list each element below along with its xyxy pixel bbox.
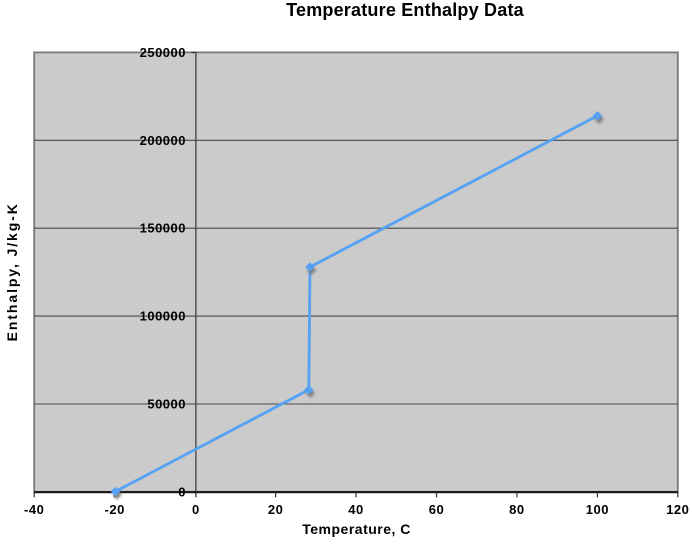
- svg-text:Enthalpy, J/kg-K: Enthalpy, J/kg-K: [4, 202, 20, 341]
- svg-text:100000: 100000: [140, 309, 186, 324]
- svg-text:150000: 150000: [140, 221, 186, 236]
- svg-text:50000: 50000: [147, 397, 186, 412]
- svg-text:-40: -40: [24, 502, 44, 517]
- svg-text:100: 100: [586, 502, 609, 517]
- svg-text:-20: -20: [105, 502, 125, 517]
- svg-text:40: 40: [348, 502, 363, 517]
- svg-text:20: 20: [268, 502, 283, 517]
- svg-text:0: 0: [192, 502, 200, 517]
- svg-text:60: 60: [429, 502, 444, 517]
- svg-text:0: 0: [178, 484, 186, 499]
- svg-text:80: 80: [509, 502, 524, 517]
- svg-text:250000: 250000: [140, 45, 186, 60]
- svg-text:Temperature Enthalpy Data: Temperature Enthalpy Data: [286, 0, 525, 20]
- svg-text:120: 120: [666, 502, 689, 517]
- svg-text:200000: 200000: [140, 133, 186, 148]
- svg-text:Temperature, C: Temperature, C: [302, 521, 411, 537]
